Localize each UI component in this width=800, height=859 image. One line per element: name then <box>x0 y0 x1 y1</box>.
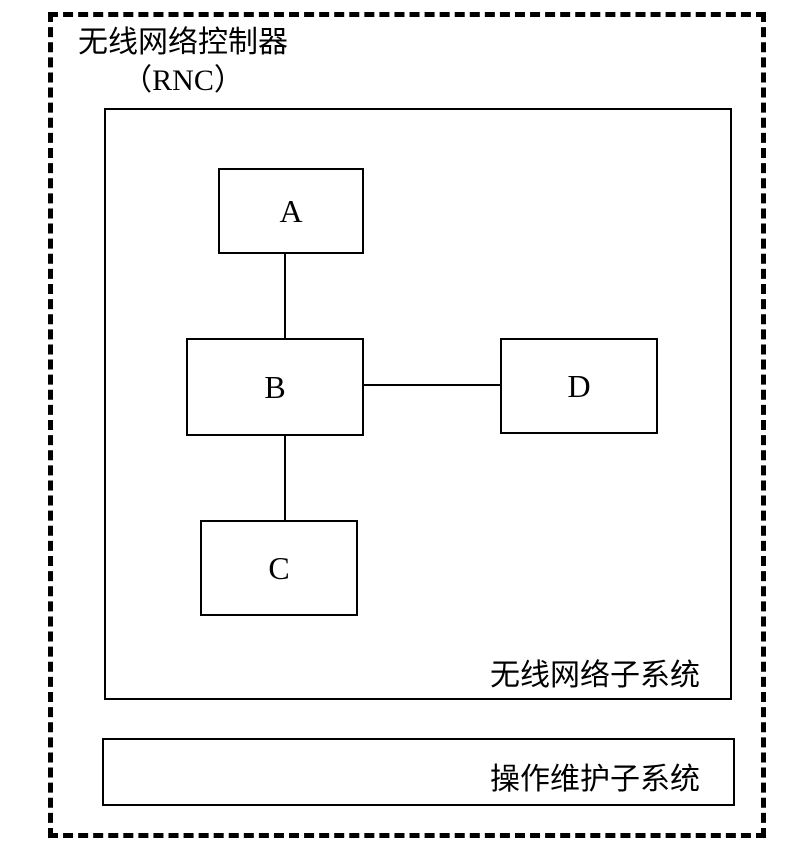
edge-b-c <box>284 436 286 520</box>
edge-a-b <box>284 254 286 338</box>
node-c: C <box>200 520 358 616</box>
node-a: A <box>218 168 364 254</box>
rnc-title: 无线网络控制器 （RNC） <box>78 24 288 99</box>
node-c-label: C <box>268 550 289 587</box>
rnc-title-line2: （RNC） <box>122 64 244 97</box>
node-d: D <box>500 338 658 434</box>
node-d-label: D <box>567 368 590 405</box>
diagram-canvas: 无线网络控制器 （RNC） 无线网络子系统 A B C D 操作维护子系统 <box>0 0 800 859</box>
wireless-subsystem-label: 无线网络子系统 <box>490 650 700 694</box>
rnc-title-line1: 无线网络控制器 <box>78 26 288 59</box>
node-b: B <box>186 338 364 436</box>
edge-b-d <box>364 384 500 386</box>
node-b-label: B <box>264 369 285 406</box>
om-subsystem-label: 操作维护子系统 <box>490 754 700 798</box>
node-a-label: A <box>279 193 302 230</box>
